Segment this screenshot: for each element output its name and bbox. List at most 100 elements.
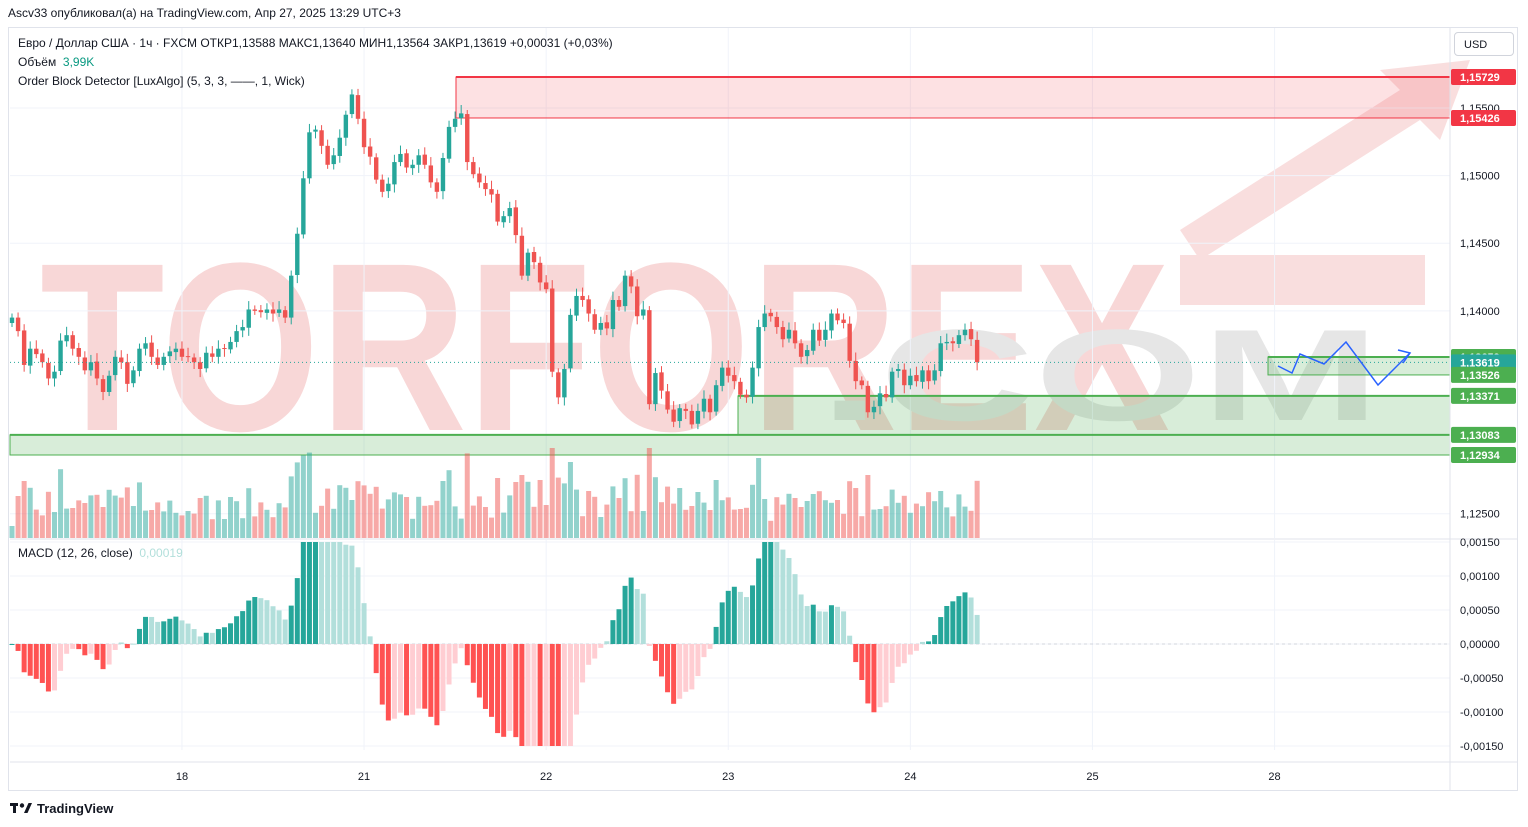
- macd-histogram-bar: [179, 620, 185, 644]
- volume-bar: [228, 497, 234, 538]
- volume-bar: [501, 512, 507, 538]
- volume-bar: [58, 469, 64, 538]
- bullish-order-block: [737, 395, 1451, 436]
- macd-histogram-bar: [567, 644, 573, 746]
- volume-bar: [780, 504, 786, 538]
- candle-body: [197, 362, 203, 369]
- volume-bar: [27, 487, 33, 538]
- macd-histogram-bar: [391, 644, 397, 719]
- candle: [119, 350, 124, 369]
- price-marker-text: 1,15729: [1460, 72, 1500, 84]
- candle-body: [847, 323, 852, 361]
- candle: [556, 368, 561, 405]
- candle: [112, 350, 118, 381]
- volume-bar: [325, 488, 331, 538]
- currency-button[interactable]: USD: [1454, 32, 1514, 56]
- chart-legend: Евро / Доллар США · 1ч · FXCM ОТКР1,1358…: [18, 34, 613, 91]
- candle: [768, 308, 773, 322]
- indicator-legend[interactable]: Order Block Detector [LuxAlgo] (5, 3, 3,…: [18, 74, 305, 88]
- macd-histogram-bar: [950, 601, 956, 644]
- price-tick-label: 1,15000: [1460, 171, 1500, 183]
- candle-body: [780, 327, 786, 340]
- candle: [920, 366, 925, 389]
- candle-body: [865, 385, 871, 413]
- candle: [792, 322, 798, 349]
- macd-histogram-bar: [792, 574, 798, 644]
- volume-bar: [798, 507, 804, 538]
- candle: [853, 352, 858, 390]
- volume-bar: [580, 516, 586, 538]
- candle-body: [204, 352, 209, 369]
- candle: [641, 301, 646, 320]
- volume-bar: [841, 513, 847, 538]
- macd-histogram-bar: [962, 592, 968, 644]
- candle-body: [100, 379, 106, 392]
- candle: [125, 353, 130, 392]
- candle: [100, 375, 106, 401]
- volume-bar: [319, 505, 325, 538]
- symbol-ohlc-line[interactable]: Евро / Доллар США · 1ч · FXCM ОТКР1,1358…: [18, 36, 613, 50]
- candle-body: [40, 353, 45, 363]
- macd-histogram-bar: [598, 644, 604, 648]
- volume-bar: [913, 503, 919, 538]
- volume-bar: [15, 496, 21, 538]
- macd-histogram-bar: [610, 620, 616, 644]
- candle-body: [282, 310, 288, 318]
- candle: [361, 111, 367, 154]
- macd-histogram-bar: [616, 609, 622, 644]
- macd-histogram-bar: [452, 644, 458, 664]
- candle: [477, 167, 482, 188]
- volume-bar: [968, 510, 974, 538]
- macd-histogram-bar: [416, 644, 422, 709]
- volume-bar: [561, 483, 567, 538]
- tradingview-footer[interactable]: TradingView: [10, 801, 113, 816]
- candle-body: [131, 370, 136, 384]
- volume-bar: [768, 520, 774, 538]
- candle: [550, 280, 555, 378]
- volume-bar: [598, 517, 604, 538]
- candle: [592, 309, 597, 334]
- candle: [859, 376, 864, 390]
- candle-body: [750, 367, 755, 397]
- candle-body: [289, 275, 294, 318]
- macd-histogram-bar: [167, 618, 173, 644]
- macd-histogram-bar: [913, 644, 919, 651]
- candle-body: [222, 348, 227, 350]
- volume-bar: [264, 509, 270, 538]
- volume-bar: [725, 497, 731, 538]
- macd-histogram-bar: [33, 644, 39, 679]
- macd-histogram-bar: [640, 593, 646, 644]
- volume-bar: [689, 506, 695, 538]
- macd-histogram-bar: [27, 644, 33, 676]
- candle-body: [167, 351, 173, 357]
- candle-body: [695, 410, 701, 424]
- macd-histogram-bar: [331, 542, 337, 644]
- candle-body: [883, 394, 889, 398]
- candle-body: [70, 335, 75, 349]
- candle: [173, 342, 179, 361]
- candle-body: [185, 356, 191, 358]
- candle-body: [64, 335, 69, 342]
- macd-histogram-bar: [513, 644, 519, 738]
- time-tick-label: 21: [358, 771, 370, 783]
- candle-body: [234, 331, 239, 342]
- volume-bar: [197, 498, 203, 538]
- macd-histogram-bar: [841, 611, 847, 644]
- candle-body: [877, 393, 883, 407]
- macd-histogram-bar: [592, 644, 598, 659]
- candle-body: [471, 162, 476, 175]
- macd-histogram-bar: [440, 644, 446, 711]
- volume-legend[interactable]: Объём 3,99K: [18, 53, 613, 72]
- macd-histogram-bar: [574, 644, 580, 715]
- candle-body: [349, 94, 355, 115]
- candle: [531, 246, 537, 269]
- candle: [962, 323, 968, 341]
- macd-tick-label: 0,00050: [1460, 605, 1500, 617]
- macd-legend[interactable]: MACD (12, 26, close) 0,00019: [18, 546, 183, 560]
- volume-bar: [883, 506, 889, 538]
- candle: [21, 324, 27, 372]
- volume-bar: [489, 517, 495, 538]
- macd-histogram-bar: [501, 644, 507, 737]
- macd-histogram-bar: [780, 549, 786, 644]
